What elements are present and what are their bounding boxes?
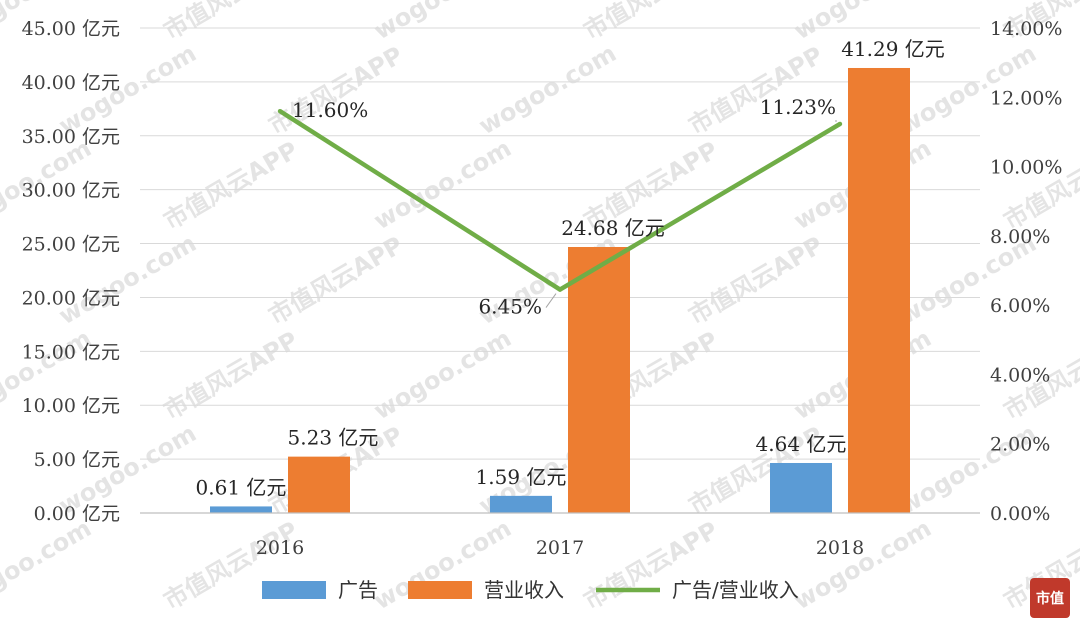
data-labels: 0.61 亿元 1.59 亿元 4.64 亿元 5.23 亿元 24.68 亿元 41.2… (196, 37, 945, 499)
right-tick-label: 6.00% (990, 295, 1050, 317)
watermark-text: wogoo.com (369, 134, 516, 235)
right-tick-label: 8.00% (990, 226, 1050, 248)
logo-text: 市值 (1036, 590, 1064, 607)
ratio-point (557, 287, 563, 292)
bar-revenue (848, 67, 910, 513)
x-tick-label: 2016 (256, 537, 304, 559)
ratio-data-label: 11.23% (760, 95, 836, 119)
brand-logo: 市值 (1030, 578, 1070, 618)
left-tick-label: 25.00 亿元 (22, 234, 120, 256)
watermark-text: 市值风云APP (264, 231, 408, 330)
bar-data-label: 24.68 亿元 (561, 216, 665, 240)
legend-label: 营业收入 (484, 578, 564, 602)
x-tick-label: 2018 (816, 537, 864, 559)
left-tick-label: 35.00 亿元 (22, 126, 120, 148)
watermark-text: wogoo.com (369, 0, 516, 45)
bar-revenue (568, 247, 630, 513)
legend-swatch (408, 581, 472, 599)
watermark-text: 市值风云APP (159, 326, 303, 425)
ratio-point (837, 121, 843, 127)
bar-data-label: 4.64 亿元 (756, 432, 847, 456)
legend: 广告 营业收入 广告/营业收入 (262, 578, 799, 602)
watermark-text: wogoo.com (474, 39, 621, 140)
right-tick-label: 12.00% (990, 87, 1062, 109)
left-tick-label: 20.00 亿元 (22, 287, 120, 309)
logo-badge (1030, 578, 1070, 618)
bar-ad (490, 495, 552, 513)
bar-revenue (288, 456, 350, 513)
watermark-text: 市值风云APP (159, 136, 303, 235)
bar-data-label: 1.59 亿元 (476, 465, 567, 489)
left-tick-label: 5.00 亿元 (34, 449, 120, 471)
ratio-data-label: 11.60% (292, 98, 368, 122)
legend-label: 广告/营业收入 (672, 578, 799, 602)
left-tick-label: 40.00 亿元 (22, 72, 120, 94)
ratio-line (277, 108, 843, 292)
right-tick-label: 10.00% (990, 157, 1062, 179)
bar-ad (770, 462, 832, 513)
bars (210, 67, 910, 513)
ratio-point (277, 108, 283, 114)
x-tick-label: 2017 (536, 537, 584, 559)
watermark-text: 市值风云APP (999, 136, 1080, 235)
watermark-text: 市值风云APP (159, 0, 303, 45)
watermark-text: 市值风云APP (579, 0, 723, 45)
watermark-text: wogoo.com (369, 324, 516, 425)
bar-ad (210, 506, 272, 513)
left-tick-label: 30.00 亿元 (22, 180, 120, 202)
watermark-text: wogoo.com (789, 514, 936, 615)
watermark-text: 市值风云APP (684, 41, 828, 140)
watermark-text: 市值风云APP (264, 41, 408, 140)
left-tick-label: 0.00 亿元 (34, 503, 120, 525)
right-tick-label: 4.00% (990, 364, 1050, 386)
leader-line (545, 293, 557, 308)
watermark-text: wogoo.com (0, 514, 96, 615)
legend-swatch (262, 581, 326, 599)
bar-data-label: 0.61 亿元 (196, 475, 287, 499)
right-tick-label: 14.00% (990, 18, 1062, 40)
right-tick-label: 2.00% (990, 434, 1050, 456)
left-tick-label: 45.00 亿元 (22, 18, 120, 40)
legend-label: 广告 (338, 578, 378, 602)
bar-data-label: 5.23 亿元 (288, 426, 379, 450)
left-tick-label: 10.00 亿元 (22, 395, 120, 417)
watermark-text: 市值风云APP (159, 516, 303, 615)
left-tick-label: 15.00 亿元 (22, 341, 120, 363)
axes: 0.00 亿元 5.00 亿元 10.00 亿元 15.00 亿元 20.00 亿元 25… (22, 18, 1063, 559)
bar-data-label: 41.29 亿元 (841, 37, 945, 61)
ratio-data-label: 6.45% (478, 295, 542, 319)
right-tick-label: 0.00% (990, 503, 1050, 525)
watermark-text: 市值风云APP (684, 231, 828, 330)
